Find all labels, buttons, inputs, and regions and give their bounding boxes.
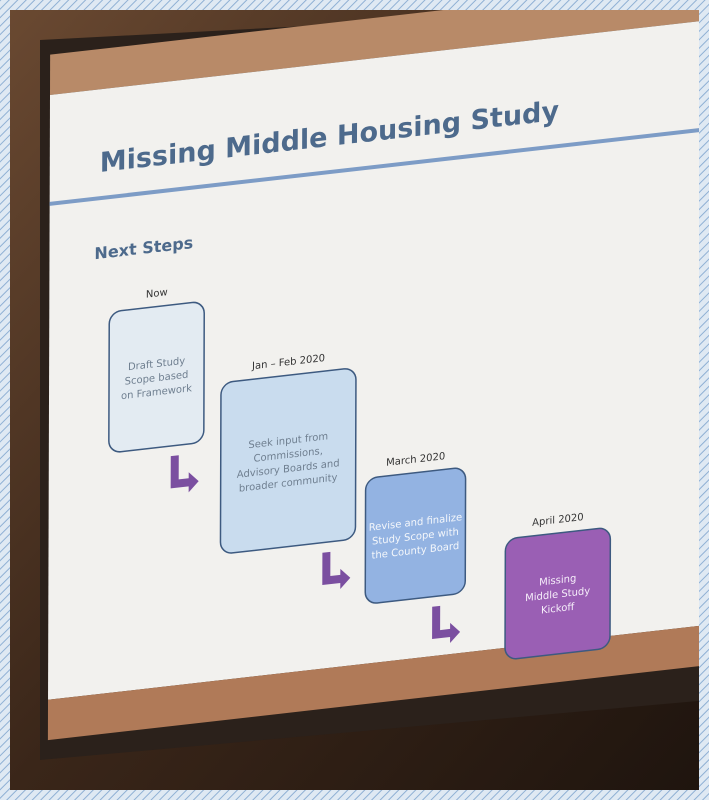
slide: Missing Middle Housing Study Next Steps … xyxy=(48,0,709,740)
border xyxy=(0,0,709,10)
border xyxy=(0,790,709,800)
border xyxy=(699,0,709,800)
page: Missing Middle Housing Study Next Steps … xyxy=(0,0,709,800)
photo: Missing Middle Housing Study Next Steps … xyxy=(0,0,709,800)
border xyxy=(0,0,10,800)
